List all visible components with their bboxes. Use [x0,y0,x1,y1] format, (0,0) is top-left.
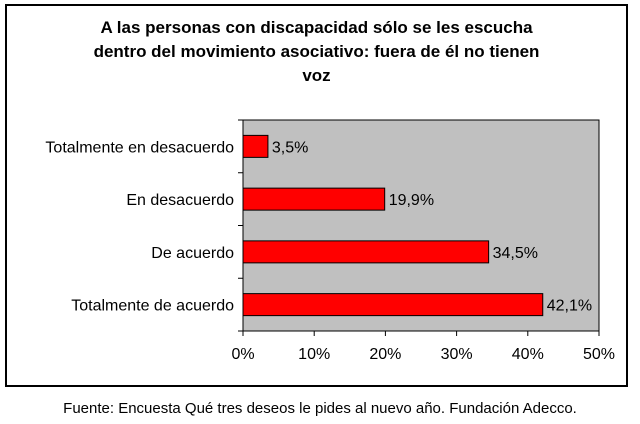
data-label: 34,5% [493,245,538,262]
bar [242,240,490,264]
x-tick-label: 50% [583,346,615,363]
data-label: 19,9% [389,192,434,209]
data-label: 3,5% [272,139,308,156]
chart-frame: A las personas con discapacidad sólo se … [5,4,628,387]
category-label: En desacuerdo [126,192,234,209]
x-tick-label: 10% [298,346,330,363]
chart-title-line: A las personas con discapacidad sólo se … [100,18,533,37]
data-label: 42,1% [547,298,592,315]
source-note: Fuente: Encuesta Qué tres deseos le pide… [63,400,577,417]
bar [242,187,386,211]
x-tick-label: 40% [512,346,544,363]
chart-title-line: dentro del movimiento asociativo: fuera … [93,42,540,61]
category-label: Totalmente en desacuerdo [45,139,234,156]
bar [242,293,544,317]
category-label: De acuerdo [151,245,234,262]
chart-title: A las personas con discapacidad sólo se … [7,16,626,88]
chart-title-line: voz [302,66,331,85]
x-tick-label: 0% [231,346,254,363]
x-tick-label: 20% [369,346,401,363]
x-tick-label: 30% [441,346,473,363]
bar [242,134,269,158]
category-label: Totalmente de acuerdo [71,298,234,315]
bar-chart: 0% 10% 20% 30% 40% 50% Totalmente en desacuerd… [45,119,615,363]
